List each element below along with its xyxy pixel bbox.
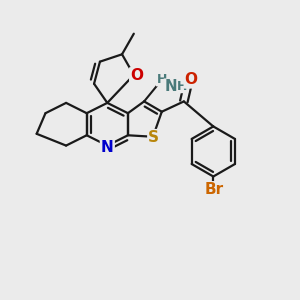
Text: Br: Br: [205, 182, 224, 197]
Text: N: N: [101, 140, 114, 154]
Text: O: O: [130, 68, 143, 83]
Text: H: H: [177, 80, 188, 93]
Text: S: S: [148, 130, 159, 145]
Text: N: N: [164, 79, 177, 94]
Text: H: H: [157, 73, 167, 86]
Text: O: O: [185, 72, 198, 87]
